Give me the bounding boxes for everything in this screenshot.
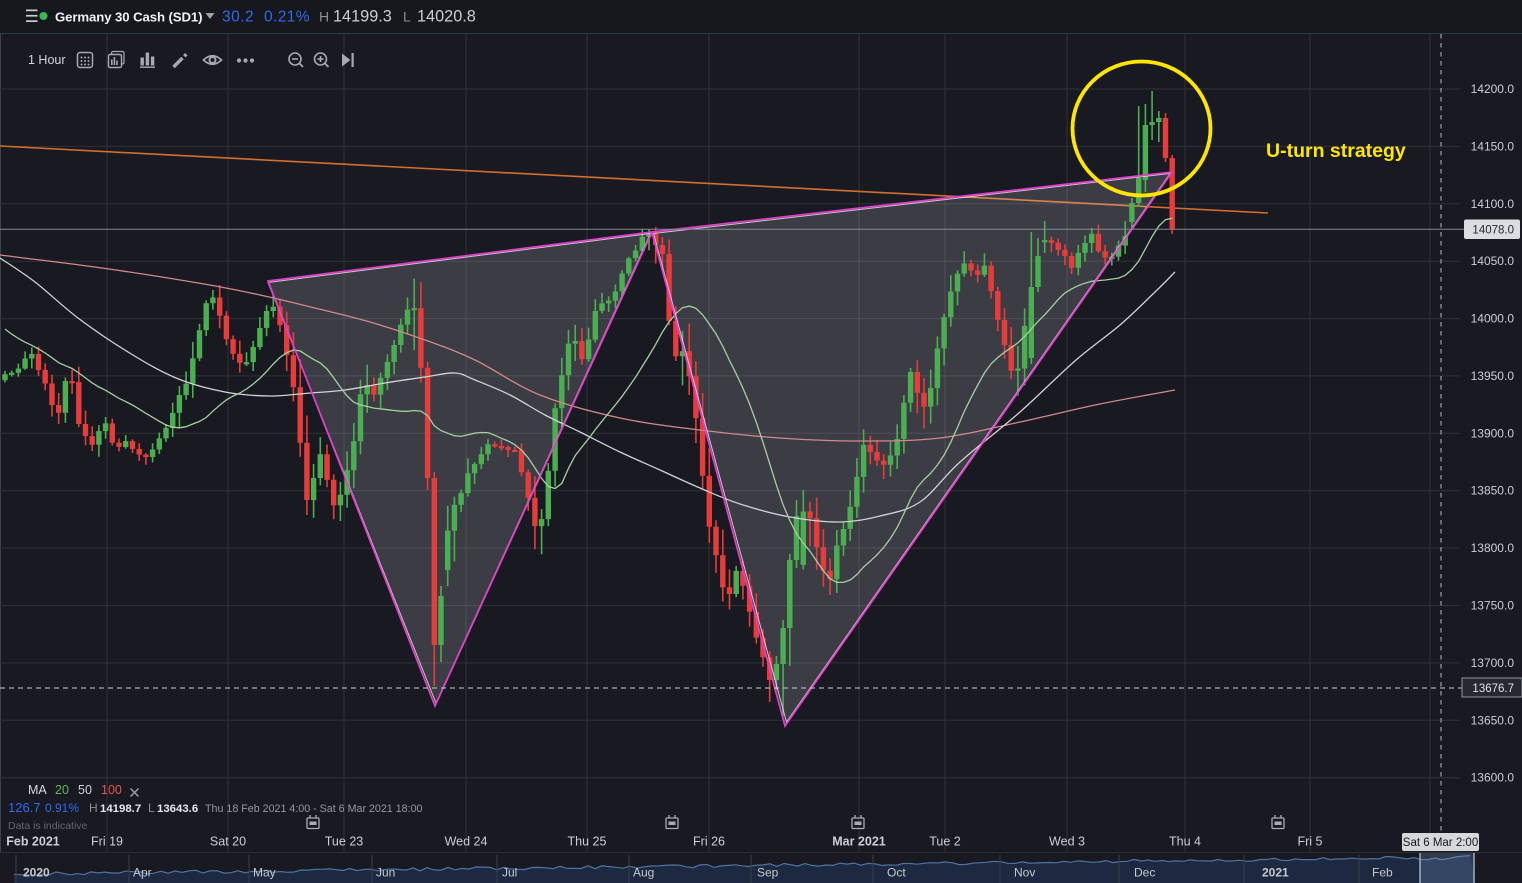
svg-text:13800.0: 13800.0 <box>1471 541 1515 555</box>
svg-text:Sat 6 Mar 2:00: Sat 6 Mar 2:00 <box>1403 837 1478 849</box>
svg-text:14000.0: 14000.0 <box>1471 312 1515 326</box>
svg-text:L: L <box>148 801 155 815</box>
svg-text:Mar 2021: Mar 2021 <box>832 835 886 849</box>
svg-text:20: 20 <box>55 783 69 797</box>
svg-text:14020.8: 14020.8 <box>417 8 476 26</box>
svg-text:14199.3: 14199.3 <box>333 8 392 26</box>
svg-text:Fri 19: Fri 19 <box>91 835 123 849</box>
svg-text:Data is indicative: Data is indicative <box>8 820 88 832</box>
svg-text:126.7: 126.7 <box>8 800 41 815</box>
svg-text:2020: 2020 <box>23 866 50 880</box>
svg-text:Thu 25: Thu 25 <box>568 835 607 849</box>
svg-text:H: H <box>319 9 329 25</box>
svg-text:Aug: Aug <box>633 866 654 880</box>
svg-text:U-turn strategy: U-turn strategy <box>1266 140 1406 162</box>
svg-text:14150.0: 14150.0 <box>1471 139 1515 153</box>
svg-text:14198.7: 14198.7 <box>100 803 141 815</box>
svg-text:13900.0: 13900.0 <box>1471 426 1515 440</box>
svg-text:50: 50 <box>78 783 92 797</box>
svg-text:30.2: 30.2 <box>222 9 254 26</box>
svg-text:Wed 3: Wed 3 <box>1049 835 1085 849</box>
svg-text:Sat 20: Sat 20 <box>210 835 246 849</box>
svg-text:13676.7: 13676.7 <box>1472 683 1514 695</box>
svg-text:Tue 23: Tue 23 <box>325 835 364 849</box>
svg-text:14200.0: 14200.0 <box>1471 82 1515 96</box>
svg-text:0.21%: 0.21% <box>264 9 310 26</box>
svg-text:14050.0: 14050.0 <box>1471 254 1515 268</box>
svg-text:Fri 5: Fri 5 <box>1298 835 1323 849</box>
svg-text:13950.0: 13950.0 <box>1471 369 1515 383</box>
svg-text:Dec: Dec <box>1134 866 1155 880</box>
svg-text:Germany 30 Cash (SD1): Germany 30 Cash (SD1) <box>55 10 202 25</box>
svg-text:Feb 2021: Feb 2021 <box>6 835 60 849</box>
svg-text:13700.0: 13700.0 <box>1471 656 1515 670</box>
svg-text:Apr: Apr <box>133 866 152 880</box>
svg-text:2021: 2021 <box>1262 866 1289 880</box>
svg-text:0.91%: 0.91% <box>45 801 79 815</box>
svg-text:Thu 4: Thu 4 <box>1169 835 1201 849</box>
svg-text:May: May <box>253 866 276 880</box>
svg-text:Sep: Sep <box>757 866 779 880</box>
svg-text:1 Hour: 1 Hour <box>28 53 66 67</box>
svg-text:13600.0: 13600.0 <box>1471 771 1515 785</box>
svg-text:L: L <box>403 9 411 25</box>
svg-text:14100.0: 14100.0 <box>1471 197 1515 211</box>
svg-text:Jun: Jun <box>376 866 395 880</box>
svg-text:H: H <box>89 801 98 815</box>
svg-text:Nov: Nov <box>1014 866 1035 880</box>
svg-text:Jul: Jul <box>502 866 517 880</box>
svg-text:Thu 18 Feb 2021 4:00 - Sat 6 M: Thu 18 Feb 2021 4:00 - Sat 6 Mar 2021 18… <box>205 803 423 815</box>
svg-text:13643.6: 13643.6 <box>157 803 198 815</box>
svg-text:MA: MA <box>28 783 47 797</box>
svg-text:14078.0: 14078.0 <box>1472 225 1514 237</box>
svg-text:13850.0: 13850.0 <box>1471 484 1515 498</box>
svg-text:Tue 2: Tue 2 <box>929 835 961 849</box>
svg-text:100: 100 <box>101 783 122 797</box>
svg-text:13650.0: 13650.0 <box>1471 713 1515 727</box>
svg-text:13750.0: 13750.0 <box>1471 599 1515 613</box>
svg-text:Fri 26: Fri 26 <box>693 835 725 849</box>
svg-text:Feb: Feb <box>1372 866 1393 880</box>
svg-text:Wed 24: Wed 24 <box>445 835 488 849</box>
svg-text:Oct: Oct <box>887 866 906 880</box>
